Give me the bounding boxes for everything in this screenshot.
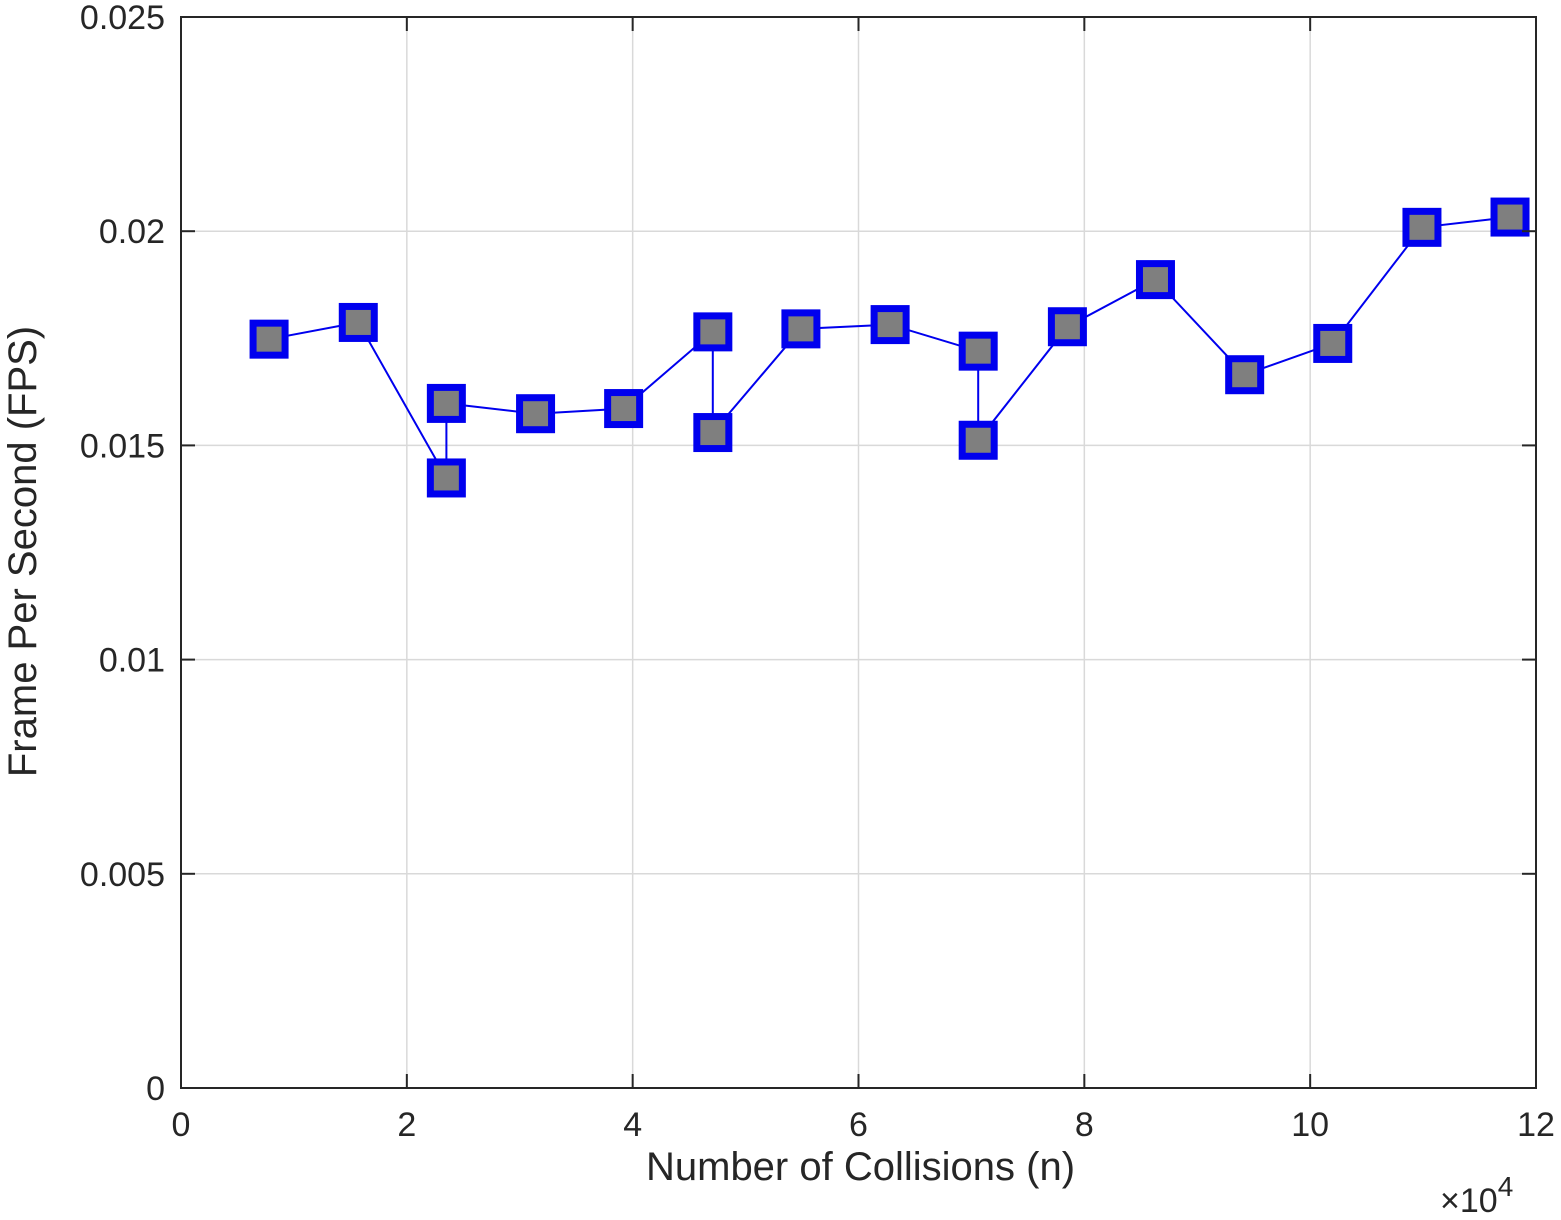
x-tick-label: 2 xyxy=(397,1106,416,1144)
y-tick-label: 0 xyxy=(146,1070,165,1108)
data-point-marker xyxy=(1225,355,1265,395)
data-point-marker xyxy=(338,302,378,342)
data-point-marker xyxy=(1047,307,1087,347)
x-tick-label: 12 xyxy=(1517,1106,1555,1144)
data-point-marker xyxy=(1313,323,1353,363)
x-tick-label: 6 xyxy=(849,1106,868,1144)
data-point-marker xyxy=(1402,207,1442,247)
y-tick-label: 0.005 xyxy=(80,856,165,894)
x-tick-label: 0 xyxy=(172,1106,191,1144)
data-point-marker xyxy=(604,389,644,429)
x-tick-label: 8 xyxy=(1075,1106,1094,1144)
data-point-marker xyxy=(426,458,466,498)
data-point-marker xyxy=(426,383,466,423)
x-axis-label: Number of Collisions (n) xyxy=(646,1145,1075,1189)
data-point-marker xyxy=(1490,197,1530,237)
y-tick-label: 0.02 xyxy=(99,213,165,251)
y-axis-label: Frame Per Second (FPS) xyxy=(1,326,45,777)
data-point-marker xyxy=(958,331,998,371)
data-point-marker xyxy=(781,309,821,349)
x-tick-label: 4 xyxy=(623,1106,642,1144)
y-tick-label: 0.025 xyxy=(80,0,165,37)
ticks xyxy=(180,16,1537,1089)
data-point-marker xyxy=(958,420,998,460)
x-axis-exponent: ×104 xyxy=(1440,1171,1513,1220)
x-exponent-base: ×10 xyxy=(1440,1182,1498,1220)
marker-layer xyxy=(249,197,1530,498)
data-point-marker xyxy=(693,413,733,453)
y-tick-label: 0.01 xyxy=(99,642,165,680)
data-point-marker xyxy=(1135,260,1175,300)
x-tick-label: 10 xyxy=(1291,1106,1329,1144)
data-point-marker xyxy=(693,312,733,352)
data-point-marker xyxy=(870,305,910,345)
data-point-marker xyxy=(516,394,556,434)
grid xyxy=(180,16,1537,1089)
tick-labels: 0 2 4 6 8 10 12 0 0.005 0.01 0.015 0.02 0.025 xyxy=(80,0,1555,1144)
data-point-marker xyxy=(249,319,289,359)
y-tick-label: 0.015 xyxy=(80,427,165,465)
x-exponent-power: 4 xyxy=(1498,1171,1514,1202)
